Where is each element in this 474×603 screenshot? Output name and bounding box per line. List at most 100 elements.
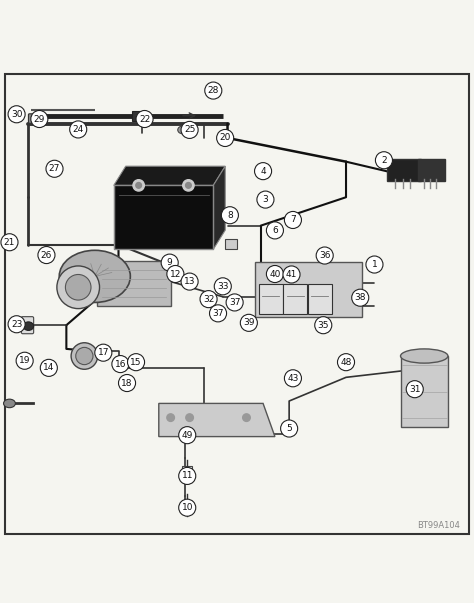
Circle shape (136, 110, 153, 128)
Circle shape (284, 370, 301, 387)
Text: 5: 5 (286, 424, 292, 433)
Circle shape (200, 291, 217, 308)
Circle shape (70, 121, 87, 138)
Text: 36: 36 (319, 251, 330, 260)
Ellipse shape (57, 266, 100, 309)
Text: 24: 24 (73, 125, 84, 134)
Text: 12: 12 (170, 270, 181, 279)
FancyBboxPatch shape (283, 285, 307, 314)
Text: 16: 16 (115, 359, 126, 368)
Circle shape (315, 317, 332, 333)
Text: 21: 21 (4, 238, 15, 247)
Text: 7: 7 (290, 215, 296, 224)
FancyBboxPatch shape (259, 194, 266, 204)
FancyBboxPatch shape (182, 467, 192, 478)
Circle shape (255, 163, 272, 180)
FancyBboxPatch shape (28, 114, 41, 123)
Circle shape (182, 180, 194, 191)
Text: 35: 35 (318, 321, 329, 330)
Text: 6: 6 (272, 226, 278, 235)
Circle shape (40, 359, 57, 376)
Text: 37: 37 (229, 298, 240, 307)
FancyBboxPatch shape (132, 111, 146, 121)
Circle shape (167, 414, 174, 421)
FancyBboxPatch shape (308, 285, 332, 314)
Ellipse shape (178, 126, 187, 134)
Circle shape (167, 265, 184, 283)
Circle shape (257, 191, 274, 208)
Ellipse shape (71, 343, 98, 369)
Circle shape (185, 183, 191, 188)
Circle shape (352, 289, 369, 306)
Circle shape (8, 316, 25, 333)
Text: 10: 10 (182, 503, 193, 512)
Circle shape (8, 106, 25, 123)
Text: 22: 22 (139, 115, 150, 124)
Text: 32: 32 (203, 295, 214, 304)
Circle shape (31, 110, 48, 128)
Ellipse shape (23, 322, 34, 330)
Circle shape (112, 356, 129, 373)
FancyBboxPatch shape (401, 356, 448, 427)
Circle shape (284, 212, 301, 229)
Text: 27: 27 (49, 164, 60, 173)
Text: 14: 14 (43, 364, 55, 373)
Circle shape (281, 420, 298, 437)
Text: BT99A104: BT99A104 (417, 521, 460, 530)
Text: 33: 33 (217, 282, 228, 291)
Text: 43: 43 (287, 374, 299, 383)
Text: 8: 8 (227, 210, 233, 219)
Circle shape (181, 121, 198, 139)
Circle shape (16, 352, 33, 369)
Circle shape (1, 234, 18, 251)
Circle shape (217, 130, 234, 147)
Ellipse shape (59, 250, 130, 303)
Text: 2: 2 (381, 156, 387, 165)
Text: 1: 1 (372, 260, 377, 269)
FancyBboxPatch shape (97, 261, 171, 306)
Circle shape (375, 152, 392, 169)
Text: 9: 9 (167, 258, 173, 267)
Circle shape (133, 180, 144, 191)
Circle shape (95, 344, 112, 361)
Text: 26: 26 (41, 251, 52, 259)
Text: 17: 17 (98, 348, 109, 357)
Text: 20: 20 (219, 133, 231, 142)
FancyBboxPatch shape (255, 262, 362, 317)
Circle shape (46, 160, 63, 177)
Circle shape (179, 467, 196, 484)
Text: 40: 40 (269, 270, 281, 279)
Text: 23: 23 (11, 320, 22, 329)
Text: 37: 37 (212, 309, 224, 318)
Text: 15: 15 (130, 358, 142, 367)
Text: 30: 30 (11, 110, 22, 119)
Text: 11: 11 (182, 472, 193, 481)
Circle shape (316, 247, 333, 264)
FancyBboxPatch shape (114, 185, 213, 250)
Circle shape (210, 305, 227, 322)
Circle shape (266, 265, 283, 283)
Text: 28: 28 (208, 86, 219, 95)
Circle shape (181, 273, 198, 290)
Text: 4: 4 (260, 166, 266, 175)
Polygon shape (114, 166, 225, 185)
Text: 39: 39 (243, 318, 255, 327)
FancyBboxPatch shape (418, 159, 445, 181)
Text: 18: 18 (121, 379, 133, 388)
Circle shape (366, 256, 383, 273)
Circle shape (221, 207, 238, 224)
Circle shape (214, 278, 231, 295)
Text: 19: 19 (19, 356, 30, 365)
FancyBboxPatch shape (182, 500, 192, 512)
Circle shape (136, 183, 141, 188)
Circle shape (243, 414, 250, 421)
Circle shape (240, 314, 257, 332)
Text: 48: 48 (340, 358, 352, 367)
Text: 3: 3 (263, 195, 268, 204)
Circle shape (406, 380, 423, 398)
Circle shape (179, 499, 196, 516)
Circle shape (118, 374, 136, 391)
FancyBboxPatch shape (225, 239, 237, 249)
Ellipse shape (65, 274, 91, 300)
Circle shape (128, 353, 145, 371)
